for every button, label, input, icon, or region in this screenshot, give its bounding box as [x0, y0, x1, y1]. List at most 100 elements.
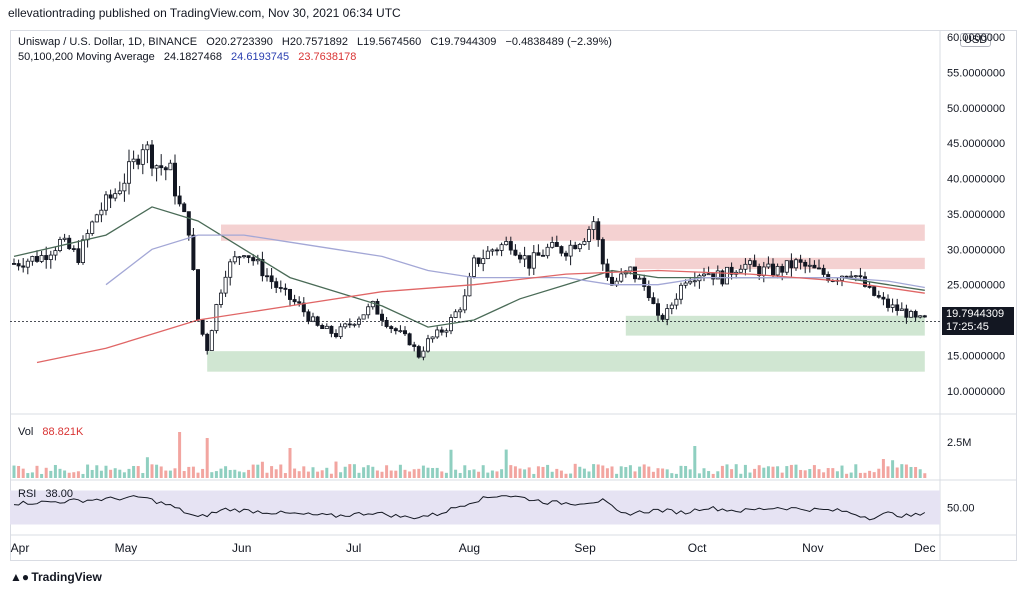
candle[interactable] [789, 260, 794, 269]
candle[interactable] [637, 277, 642, 280]
candle[interactable] [890, 304, 895, 308]
candle[interactable] [881, 296, 886, 300]
candle[interactable] [849, 275, 854, 278]
candle[interactable] [817, 267, 822, 270]
candle[interactable] [918, 315, 923, 318]
candle[interactable] [541, 254, 546, 257]
candle[interactable] [775, 266, 780, 276]
candle[interactable] [48, 254, 53, 260]
resistance-zone[interactable] [635, 257, 925, 270]
candle[interactable] [706, 273, 711, 276]
candle[interactable] [209, 330, 214, 351]
candle[interactable] [922, 315, 927, 318]
candle[interactable] [352, 323, 357, 326]
candle[interactable] [168, 162, 173, 171]
candle[interactable] [99, 209, 104, 216]
candle[interactable] [761, 266, 766, 277]
candle[interactable] [255, 259, 260, 262]
candle[interactable] [30, 256, 35, 262]
tradingview-logo[interactable]: ▲● TradingView [10, 570, 102, 584]
candle[interactable] [398, 330, 403, 333]
candle[interactable] [494, 249, 499, 252]
candle[interactable] [297, 301, 302, 304]
candle[interactable] [384, 319, 389, 327]
candle[interactable] [591, 221, 596, 230]
candle[interactable] [522, 255, 527, 260]
candle[interactable] [458, 309, 463, 313]
candle[interactable] [471, 257, 476, 277]
candle[interactable] [803, 261, 808, 267]
candle[interactable] [149, 144, 154, 169]
volume-label[interactable]: Vol [18, 426, 34, 438]
candle[interactable] [518, 254, 523, 260]
candle[interactable] [154, 165, 159, 169]
candle[interactable] [853, 275, 858, 278]
candle[interactable] [531, 252, 536, 269]
candle[interactable] [807, 264, 812, 267]
candle[interactable] [872, 286, 877, 296]
candle[interactable] [844, 275, 849, 278]
candle[interactable] [375, 301, 380, 315]
candle[interactable] [619, 273, 624, 282]
candle[interactable] [596, 221, 601, 240]
candle[interactable] [683, 282, 688, 286]
candle[interactable] [421, 350, 426, 358]
candle[interactable] [711, 273, 716, 280]
candle[interactable] [554, 242, 559, 247]
candle[interactable] [136, 158, 141, 165]
candle[interactable] [425, 338, 430, 352]
candle[interactable] [301, 302, 306, 313]
candle[interactable] [688, 280, 693, 284]
candle[interactable] [44, 255, 49, 260]
candle[interactable] [508, 241, 513, 251]
candle[interactable] [104, 194, 109, 211]
candle[interactable] [794, 259, 799, 269]
candle[interactable] [343, 323, 348, 328]
candle[interactable] [117, 190, 122, 195]
candle[interactable] [513, 249, 518, 256]
candle[interactable] [76, 248, 81, 263]
candle[interactable] [748, 260, 753, 265]
candle[interactable] [232, 256, 237, 263]
candle[interactable] [729, 266, 734, 275]
candle[interactable] [725, 266, 730, 285]
candle[interactable] [122, 182, 127, 192]
candle[interactable] [324, 325, 329, 330]
candle[interactable] [94, 214, 99, 223]
candle[interactable] [665, 308, 670, 320]
candle[interactable] [886, 298, 891, 308]
candle[interactable] [702, 273, 707, 277]
candle[interactable] [260, 259, 265, 277]
candle[interactable] [292, 299, 297, 303]
candle[interactable] [223, 276, 228, 294]
candle[interactable] [435, 329, 440, 338]
candle[interactable] [444, 330, 449, 333]
support-zone[interactable] [625, 315, 925, 336]
candle[interactable] [246, 255, 251, 258]
candle[interactable] [186, 211, 191, 236]
candle[interactable] [366, 306, 371, 316]
candle[interactable] [646, 286, 651, 299]
candle[interactable] [412, 344, 417, 347]
candle[interactable] [191, 234, 196, 270]
candle[interactable] [453, 311, 458, 318]
candle[interactable] [407, 333, 412, 346]
candle[interactable] [913, 311, 918, 318]
candle[interactable] [651, 297, 656, 305]
candle[interactable] [310, 316, 315, 322]
candle[interactable] [771, 263, 776, 276]
candle[interactable] [439, 329, 444, 333]
candle[interactable] [674, 298, 679, 306]
candle[interactable] [108, 194, 113, 199]
candle[interactable] [228, 261, 233, 278]
candle[interactable] [752, 260, 757, 267]
candle[interactable] [633, 266, 638, 280]
candle[interactable] [430, 336, 435, 340]
candle[interactable] [568, 244, 573, 257]
candle[interactable] [218, 292, 223, 305]
candle[interactable] [559, 246, 564, 254]
candle[interactable] [62, 237, 67, 240]
candle[interactable] [21, 265, 26, 268]
candle[interactable] [379, 313, 384, 321]
candle[interactable] [545, 246, 550, 257]
